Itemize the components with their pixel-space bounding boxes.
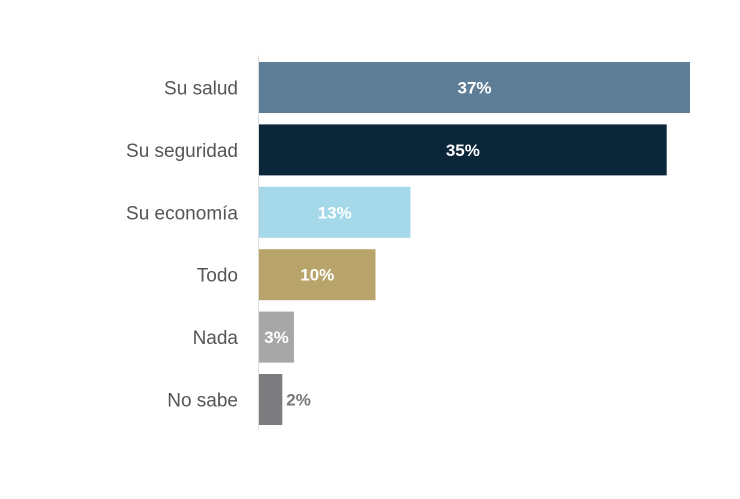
data-label: 37% [457,79,491,98]
category-label: No sabe [167,391,238,412]
category-label: Todo [197,266,238,287]
data-label: 10% [300,266,334,285]
bar-0 [259,62,690,113]
data-label: 13% [318,203,352,222]
bar-3 [259,249,376,301]
category-label: Su seguridad [126,141,238,162]
data-label: 2% [286,391,311,410]
bar-4 [259,311,294,363]
bar-5 [259,374,283,425]
category-label: Nada [193,328,239,349]
category-label: Su economía [126,203,238,224]
data-label: 35% [446,141,480,160]
category-label: Su salud [164,79,238,100]
bar-2 [259,186,411,238]
data-label: 3% [264,328,289,347]
bar-1 [259,124,667,176]
